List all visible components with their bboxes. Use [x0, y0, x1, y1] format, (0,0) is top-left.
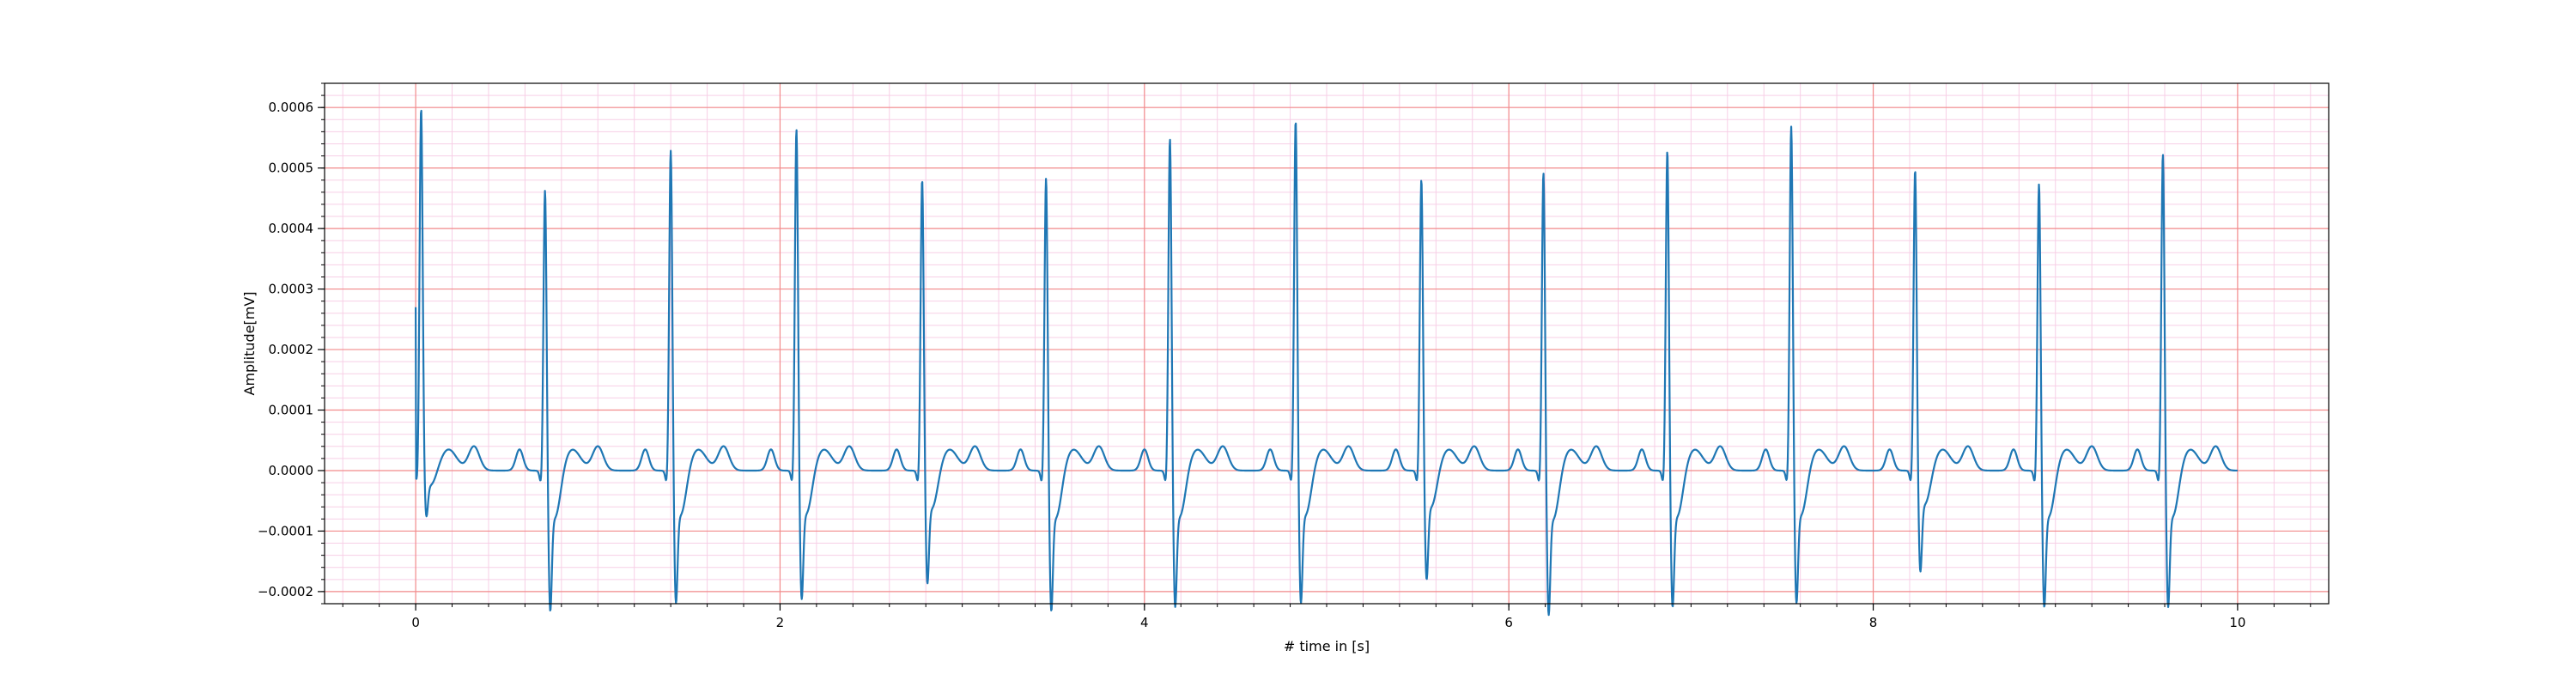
y-tick-label: 0.0005: [269, 161, 314, 176]
x-tick-label: 2: [776, 615, 785, 630]
x-tick-label: 0: [411, 615, 420, 630]
x-tick-label: 4: [1140, 615, 1149, 630]
y-axis-label: Amplitude[mV]: [241, 291, 258, 395]
y-tick-label: −0.0002: [258, 584, 313, 599]
x-axis-label: # time in [s]: [1284, 638, 1370, 654]
x-tick-label: 8: [1869, 615, 1878, 630]
y-tick-label: 0.0006: [269, 100, 314, 115]
signal-series: [414, 109, 2239, 617]
x-tick-label: 10: [2229, 615, 2245, 630]
x-tick-label: 6: [1504, 615, 1513, 630]
major-grid: [325, 83, 2329, 604]
y-axis: −0.0002 −0.0001 0.0000 0.0001 0.0002 0.0003 0.…: [258, 82, 325, 605]
ecg-signal-line: [414, 109, 2239, 617]
y-tick-label: 0.0004: [269, 221, 314, 236]
y-tick-label: 0.0003: [269, 282, 314, 297]
y-tick-label: −0.0001: [258, 523, 313, 538]
y-tick-label: 0.0002: [269, 342, 314, 357]
x-axis: 0 2 4 6 8 10: [342, 604, 2312, 630]
y-tick-label: 0.0001: [269, 403, 314, 418]
minor-grid: [325, 82, 2329, 605]
y-tick-label: 0.0000: [269, 463, 314, 478]
